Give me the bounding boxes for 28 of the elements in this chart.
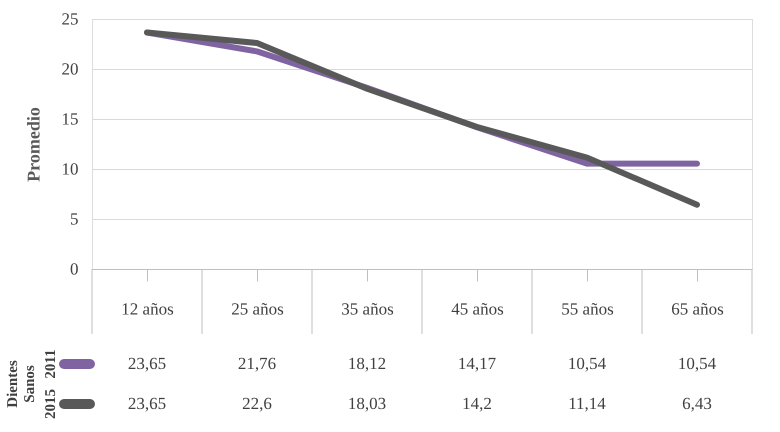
data-label: 23,65 <box>128 394 166 413</box>
y-tick-label: 5 <box>70 210 78 228</box>
x-tick-label: 25 años <box>231 300 284 318</box>
legend-label: 2015 <box>43 389 59 419</box>
data-label: 10,54 <box>568 354 607 373</box>
data-label: 18,03 <box>348 394 386 413</box>
data-label: 18,12 <box>348 354 386 373</box>
data-label: 23,65 <box>128 354 166 373</box>
y-tick-label: 10 <box>62 160 78 178</box>
legend-label: 2011 <box>43 349 59 379</box>
y-tick-label: 15 <box>62 110 78 128</box>
data-label: 21,76 <box>238 354 276 373</box>
data-label: 11,14 <box>568 394 606 413</box>
data-label: 14,17 <box>458 354 497 373</box>
data-label: 22,6 <box>242 394 272 413</box>
data-label: 10,54 <box>678 354 717 373</box>
x-tick-label: 45 años <box>451 300 504 318</box>
legend-title: Dientes Sanos <box>5 360 38 408</box>
y-tick-label: 20 <box>62 60 78 78</box>
data-label: 6,43 <box>682 394 712 413</box>
x-tick-label: 12 años <box>121 300 174 318</box>
y-tick-label: 0 <box>70 260 78 278</box>
x-tick-label: 55 años <box>561 300 614 318</box>
data-label: 14,2 <box>462 394 492 413</box>
y-tick-label: 25 <box>62 10 78 28</box>
y-axis-title: Promedio <box>24 107 44 182</box>
x-tick-label: 35 años <box>341 300 394 318</box>
x-tick-label: 65 años <box>671 300 724 318</box>
